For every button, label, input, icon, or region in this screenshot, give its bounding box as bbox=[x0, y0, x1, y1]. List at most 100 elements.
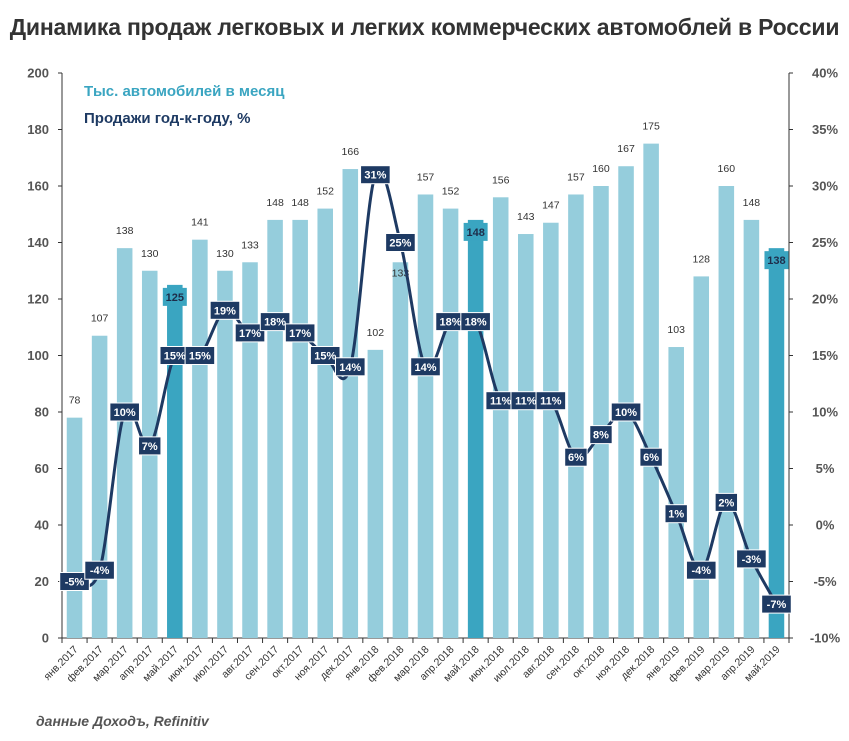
yoy-point-box bbox=[410, 357, 441, 377]
right-tick-label: 40% bbox=[812, 66, 838, 81]
bar-ноя.2018 bbox=[618, 166, 634, 638]
bar-value-label: 103 bbox=[667, 324, 685, 336]
yoy-point-label: -4% bbox=[691, 565, 711, 577]
yoy-point-box bbox=[685, 560, 717, 580]
bar-value-label: 160 bbox=[592, 163, 610, 175]
bar-value-label: 125 bbox=[166, 292, 184, 304]
yoy-point-label: 7% bbox=[142, 441, 158, 453]
bar-апр.2019 bbox=[743, 219, 760, 638]
bar-июл.2018 bbox=[518, 234, 534, 638]
bar-value-label: 133 bbox=[241, 239, 259, 251]
bar-авг.2018 bbox=[543, 222, 559, 638]
yoy-point-label: 17% bbox=[239, 328, 261, 340]
yoy-point-box bbox=[664, 504, 688, 524]
yoy-point-box bbox=[334, 357, 366, 377]
yoy-point-box bbox=[84, 560, 115, 580]
yoy-point-label: -4% bbox=[90, 565, 110, 577]
bar-июн.2017 bbox=[192, 239, 208, 639]
bar-value-label: 107 bbox=[91, 313, 109, 325]
bar-окт.2018 bbox=[593, 186, 609, 638]
bar-value-label: 157 bbox=[567, 171, 585, 183]
bar-value-label: 156 bbox=[492, 174, 510, 186]
right-tick-label: 30% bbox=[812, 179, 838, 194]
bar-дек.2018 bbox=[643, 143, 659, 638]
yoy-point-label: -7% bbox=[767, 599, 787, 611]
bar-янв.2018 bbox=[367, 349, 384, 638]
bar-value-label: 157 bbox=[417, 171, 435, 183]
bar-фев.2019 bbox=[693, 276, 710, 638]
yoy-point-box bbox=[309, 346, 341, 365]
yoy-point-box bbox=[535, 391, 567, 411]
bar-ноя.2017 bbox=[317, 208, 333, 638]
bar-value-label: 148 bbox=[291, 197, 309, 209]
bar-мар.2018 bbox=[417, 194, 434, 638]
yoy-point-box bbox=[259, 312, 291, 332]
yoy-point-box bbox=[460, 312, 491, 332]
yoy-point-label: 11% bbox=[540, 396, 562, 408]
left-tick-label: 20 bbox=[35, 574, 49, 589]
yoy-point-label: 31% bbox=[364, 170, 386, 182]
yoy-point-box bbox=[234, 323, 266, 343]
right-tick-label: -5% bbox=[813, 574, 837, 589]
yoy-point-label: 6% bbox=[643, 452, 659, 464]
left-tick-label: 140 bbox=[27, 235, 49, 250]
yoy-point-box bbox=[736, 549, 767, 569]
yoy-point-label: 19% bbox=[214, 305, 236, 317]
yoy-point-label: 17% bbox=[289, 328, 311, 340]
bar-апр.2018 bbox=[442, 208, 459, 638]
bar-фев.2018 bbox=[392, 262, 409, 638]
left-tick-label: 180 bbox=[27, 122, 49, 137]
bar-value-label: 147 bbox=[542, 200, 560, 212]
bar-value-label: 102 bbox=[367, 327, 385, 339]
bar-value-label: 143 bbox=[517, 211, 535, 223]
bar-июл.2017 bbox=[217, 270, 233, 638]
yoy-point-box bbox=[714, 492, 739, 512]
bar-авг.2017 bbox=[242, 262, 258, 638]
bar-value-box bbox=[764, 251, 789, 270]
yoy-point-label: 8% bbox=[593, 430, 609, 442]
bar-value-label: 175 bbox=[642, 121, 660, 133]
bar-value-label: 148 bbox=[743, 197, 761, 209]
yoy-point-label: 1% bbox=[668, 509, 684, 521]
chart-title: Динамика продаж легковых и легких коммер… bbox=[9, 14, 840, 40]
yoy-point-label: 18% bbox=[465, 317, 487, 329]
yoy-point-box bbox=[564, 447, 588, 467]
yoy-point-box bbox=[109, 402, 140, 422]
left-tick-label: 0 bbox=[42, 631, 49, 646]
right-tick-label: 35% bbox=[812, 122, 838, 137]
right-tick-label: 0% bbox=[816, 518, 835, 533]
bar-сен.2018 bbox=[568, 194, 584, 638]
bar-value-label: 130 bbox=[141, 248, 159, 260]
yoy-point-box bbox=[360, 165, 391, 185]
bar-май.2017 bbox=[167, 284, 183, 638]
right-tick-label: 5% bbox=[816, 461, 835, 476]
bar-июн.2018 bbox=[492, 197, 509, 639]
yoy-point-label: 18% bbox=[264, 317, 286, 329]
bar-value-label: 78 bbox=[69, 395, 81, 407]
bar-value-label: 128 bbox=[692, 253, 710, 265]
yoy-point-label: -5% bbox=[65, 577, 85, 589]
left-tick-label: 40 bbox=[35, 518, 49, 533]
bar-value-label: 138 bbox=[767, 255, 785, 267]
legend-bars: Тыс. автомобилей в месяц bbox=[84, 83, 285, 100]
bar-value-label: 130 bbox=[216, 248, 234, 260]
legend-line: Продажи год-к-году, % bbox=[84, 110, 250, 127]
bar-value-label: 148 bbox=[266, 197, 284, 209]
yoy-point-label: 15% bbox=[189, 351, 211, 363]
yoy-point-label: -3% bbox=[742, 554, 762, 566]
yoy-point-label: 10% bbox=[114, 407, 136, 419]
bar-value-box bbox=[463, 222, 488, 241]
bar-мар.2019 bbox=[718, 186, 735, 638]
yoy-point-label: 10% bbox=[615, 407, 637, 419]
bar-янв.2017 bbox=[66, 417, 83, 638]
yoy-point-box bbox=[639, 447, 663, 467]
yoy-point-label: 11% bbox=[490, 396, 512, 408]
bar-фев.2017 bbox=[91, 335, 108, 638]
bar-value-label: 160 bbox=[718, 163, 736, 175]
bar-value-label: 167 bbox=[617, 143, 635, 155]
left-tick-label: 60 bbox=[35, 461, 49, 476]
yoy-point-box bbox=[184, 346, 216, 365]
yoy-point-box bbox=[284, 323, 316, 343]
bar-янв.2019 bbox=[668, 347, 684, 638]
